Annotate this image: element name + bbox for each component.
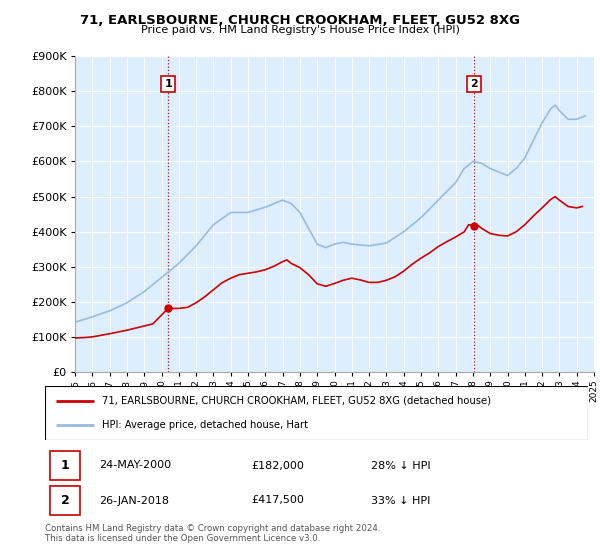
Text: 2: 2 [61, 494, 70, 507]
Text: 1: 1 [61, 459, 70, 472]
Text: £417,500: £417,500 [251, 496, 304, 506]
Text: 71, EARLSBOURNE, CHURCH CROOKHAM, FLEET, GU52 8XG (detached house): 71, EARLSBOURNE, CHURCH CROOKHAM, FLEET,… [102, 396, 491, 406]
Bar [50, 451, 80, 480]
Text: 33% ↓ HPI: 33% ↓ HPI [371, 496, 430, 506]
Text: 26-JAN-2018: 26-JAN-2018 [100, 496, 169, 506]
Text: £182,000: £182,000 [251, 460, 304, 470]
Text: 71, EARLSBOURNE, CHURCH CROOKHAM, FLEET, GU52 8XG: 71, EARLSBOURNE, CHURCH CROOKHAM, FLEET,… [80, 14, 520, 27]
Text: Price paid vs. HM Land Registry's House Price Index (HPI): Price paid vs. HM Land Registry's House … [140, 25, 460, 35]
Bar [50, 486, 80, 515]
Text: 1: 1 [164, 79, 172, 89]
Text: 2: 2 [470, 79, 478, 89]
Text: Contains HM Land Registry data © Crown copyright and database right 2024.
This d: Contains HM Land Registry data © Crown c… [45, 524, 380, 543]
Text: HPI: Average price, detached house, Hart: HPI: Average price, detached house, Hart [102, 420, 308, 430]
Text: 24-MAY-2000: 24-MAY-2000 [100, 460, 172, 470]
Text: 28% ↓ HPI: 28% ↓ HPI [371, 460, 430, 470]
